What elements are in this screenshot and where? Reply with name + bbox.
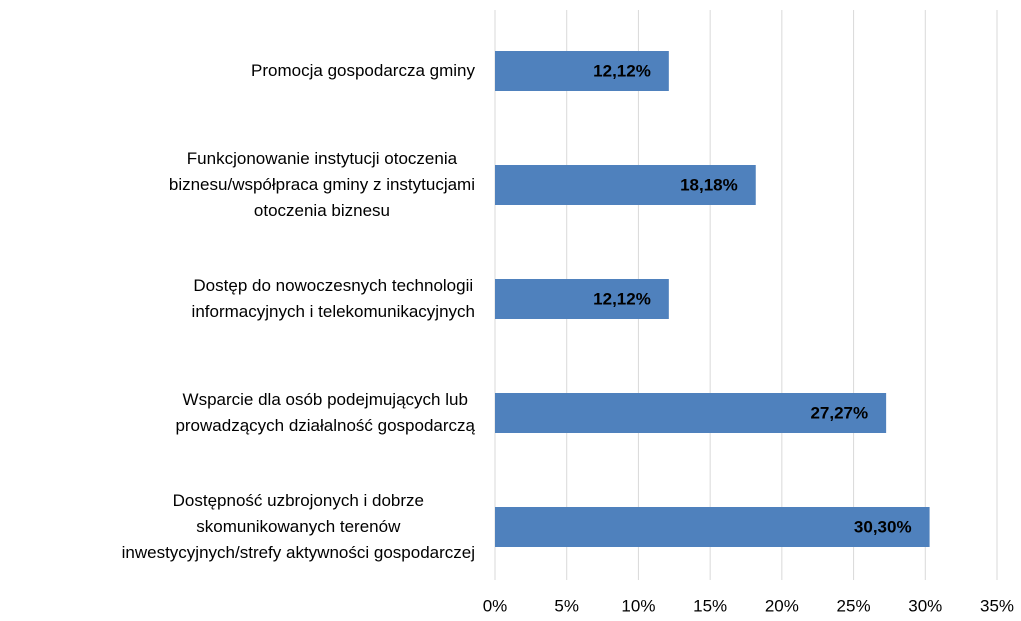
data-label: 27,27% — [810, 403, 868, 422]
x-tick-label: 10% — [621, 596, 655, 615]
category-label: Promocja gospodarcza gminy — [251, 61, 475, 80]
bar — [495, 279, 669, 319]
x-tick-label: 0% — [483, 596, 508, 615]
x-tick-label: 25% — [837, 596, 871, 615]
x-tick-label: 20% — [765, 596, 799, 615]
x-tick-label: 5% — [554, 596, 579, 615]
category-label: Funkcjonowanie instytucji otoczenia bizn… — [168, 149, 475, 220]
x-tick-label: 35% — [980, 596, 1014, 615]
category-label: Dostępność uzbrojonych i dobrze skomunik… — [121, 491, 475, 562]
data-label: 30,30% — [854, 517, 912, 536]
bar — [495, 165, 756, 205]
data-label: 12,12% — [593, 289, 651, 308]
data-label: 12,12% — [593, 61, 651, 80]
x-tick-label: 15% — [693, 596, 727, 615]
x-tick-label: 30% — [908, 596, 942, 615]
category-label: Wsparcie dla osób podejmujących lub prow… — [175, 390, 475, 435]
bar — [495, 51, 669, 91]
bar — [495, 507, 930, 547]
category-label: Dostęp do nowoczesnych technologii infor… — [191, 276, 475, 321]
data-label: 18,18% — [680, 175, 738, 194]
bar — [495, 393, 887, 433]
